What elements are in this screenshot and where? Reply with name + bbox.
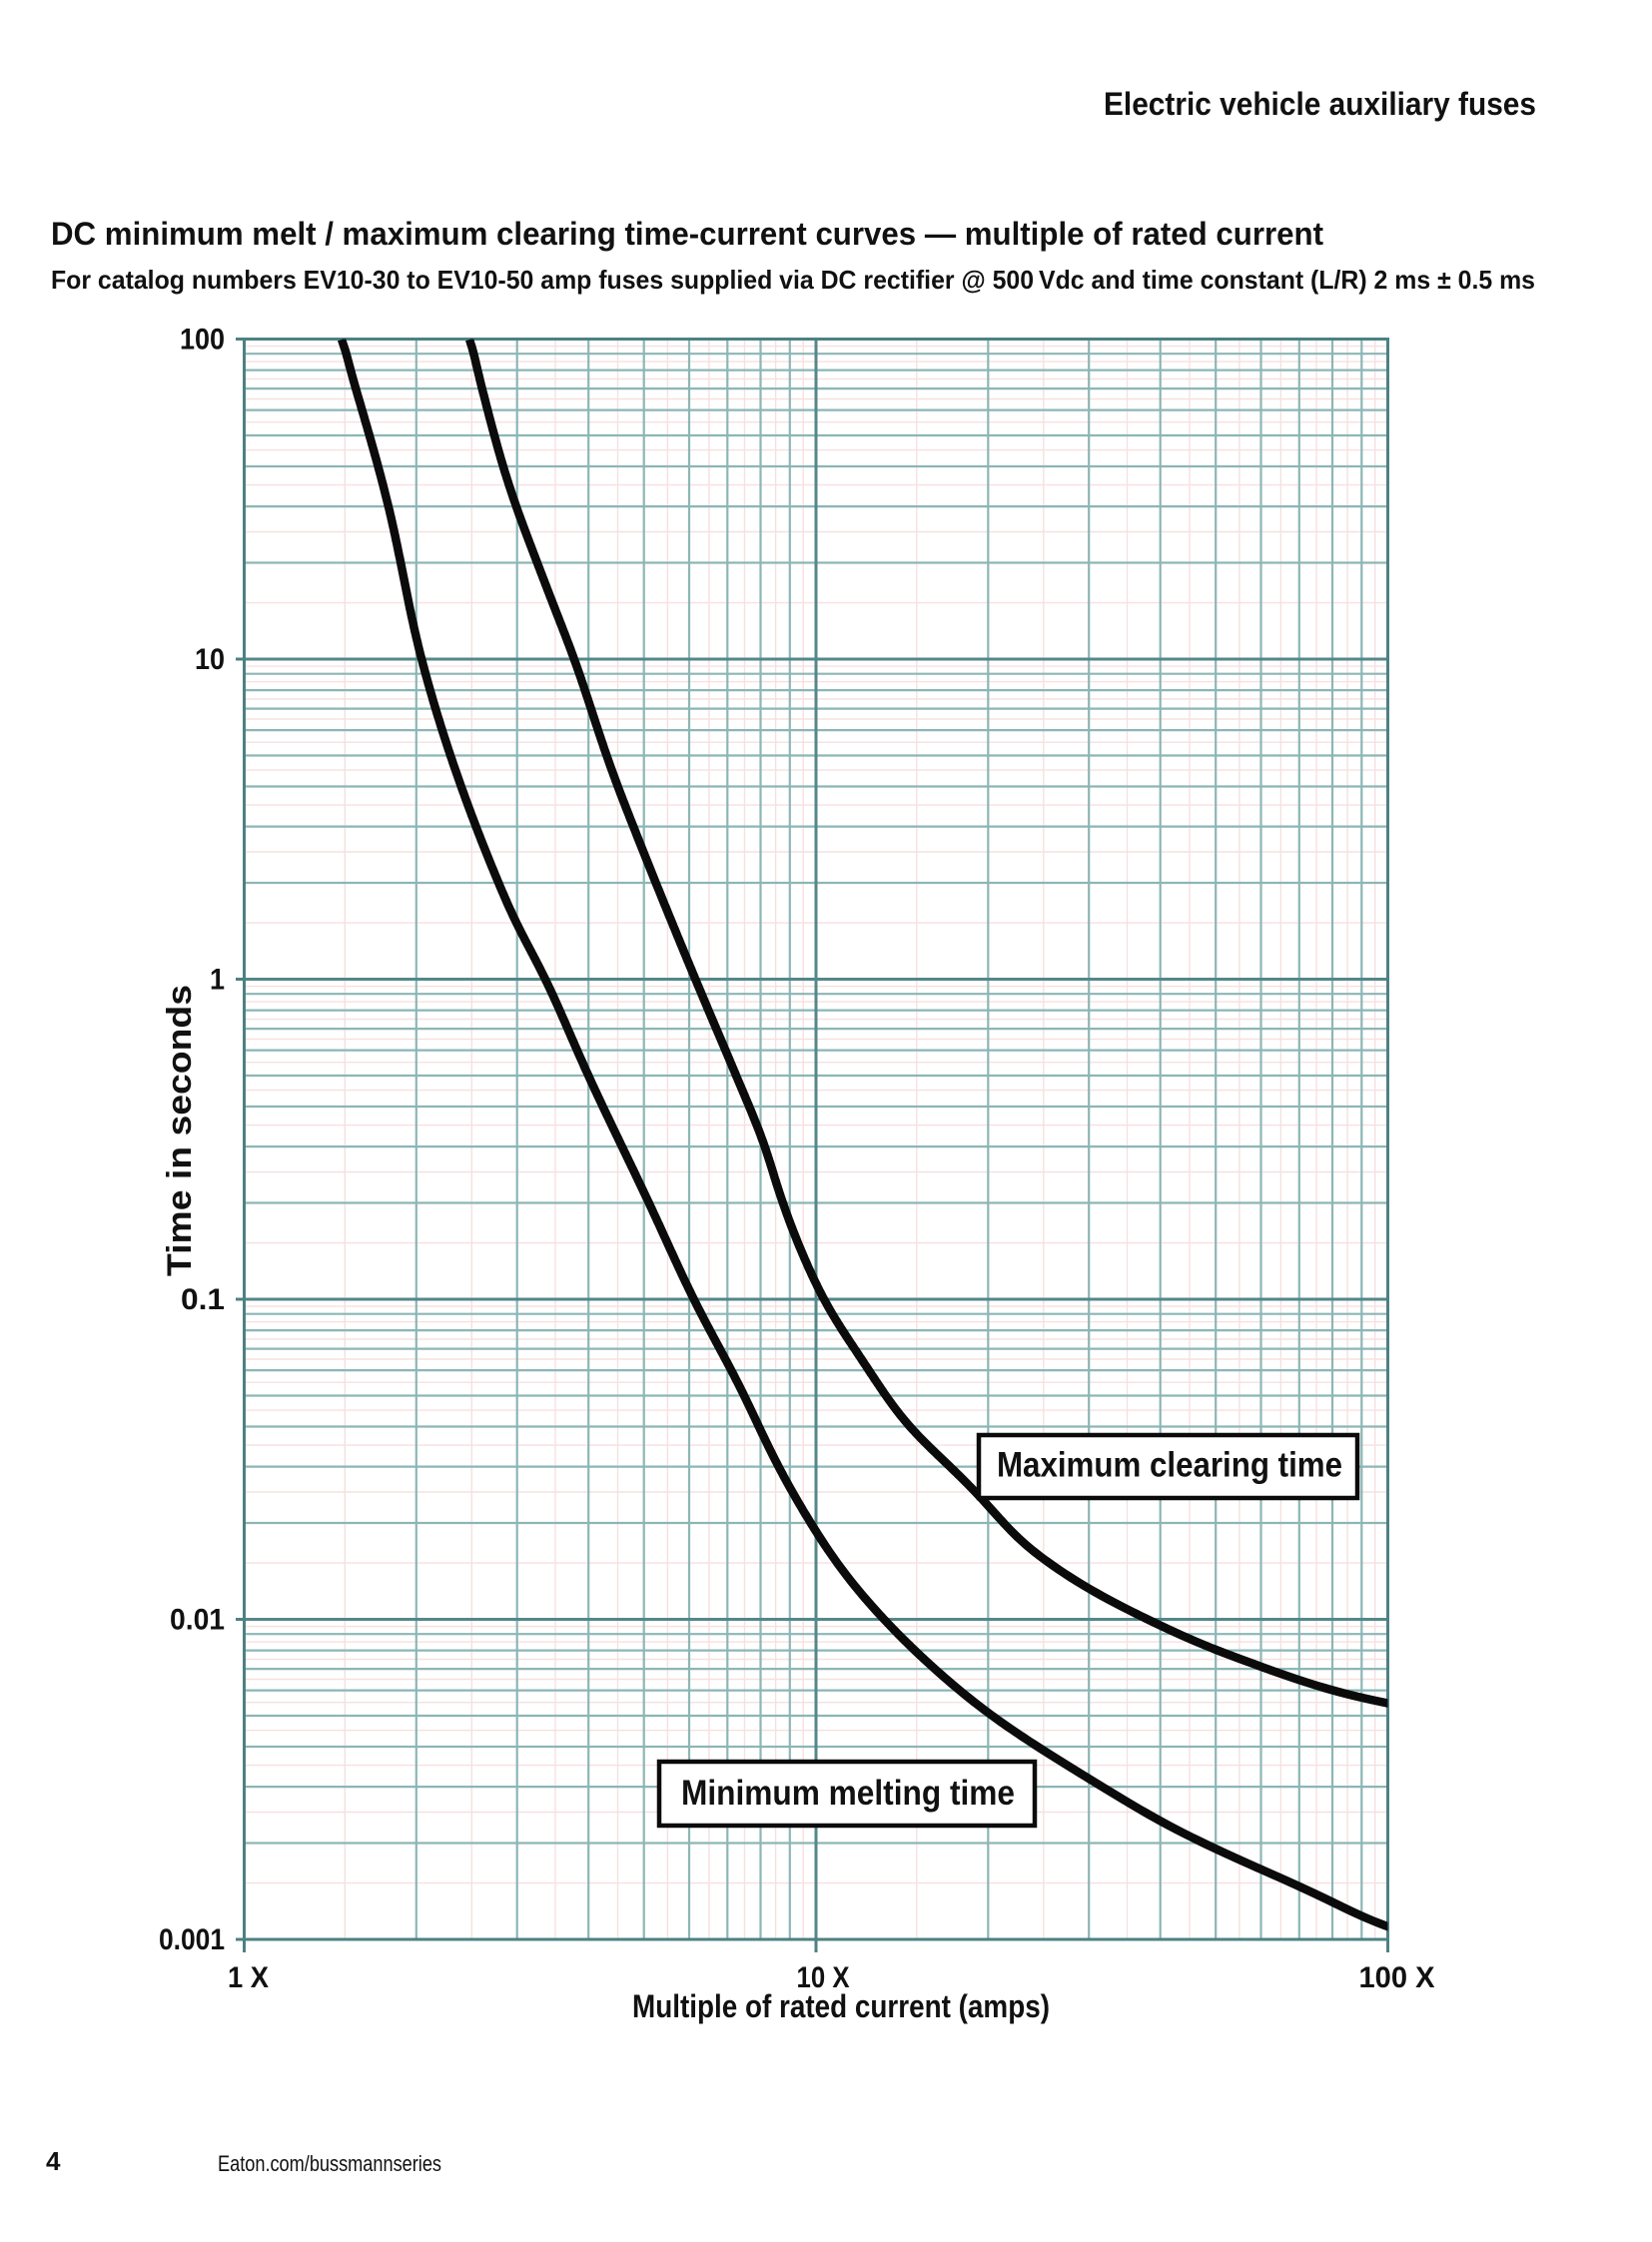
svg-text:0.1: 0.1 <box>181 1283 225 1316</box>
svg-text:Time in seconds: Time in seconds <box>161 985 199 1276</box>
svg-text:4: 4 <box>46 2146 61 2176</box>
svg-text:0.001: 0.001 <box>159 1923 225 1956</box>
svg-text:Electric vehicle auxiliary fus: Electric vehicle auxiliary fuses <box>1104 86 1536 122</box>
svg-text:Multiple of rated current (amp: Multiple of rated current (amps) <box>632 1988 1050 2024</box>
svg-text:10 X: 10 X <box>797 1961 850 1994</box>
svg-text:Minimum melting time: Minimum melting time <box>681 1774 1015 1813</box>
svg-text:For catalog numbers EV10-30 to: For catalog numbers EV10-30 to EV10-50 a… <box>51 265 1535 295</box>
svg-text:1: 1 <box>210 964 225 997</box>
svg-text:10: 10 <box>195 643 225 676</box>
svg-text:1 X: 1 X <box>228 1961 269 1994</box>
svg-text:Maximum clearing time: Maximum clearing time <box>997 1446 1342 1485</box>
svg-text:100 X: 100 X <box>1359 1961 1435 1994</box>
svg-text:Eaton.com/bussmannseries: Eaton.com/bussmannseries <box>218 2151 441 2176</box>
svg-text:100: 100 <box>180 324 225 357</box>
svg-text:0.01: 0.01 <box>170 1604 225 1637</box>
svg-text:DC minimum melt / maximum clea: DC minimum melt / maximum clearing time-… <box>51 216 1323 252</box>
